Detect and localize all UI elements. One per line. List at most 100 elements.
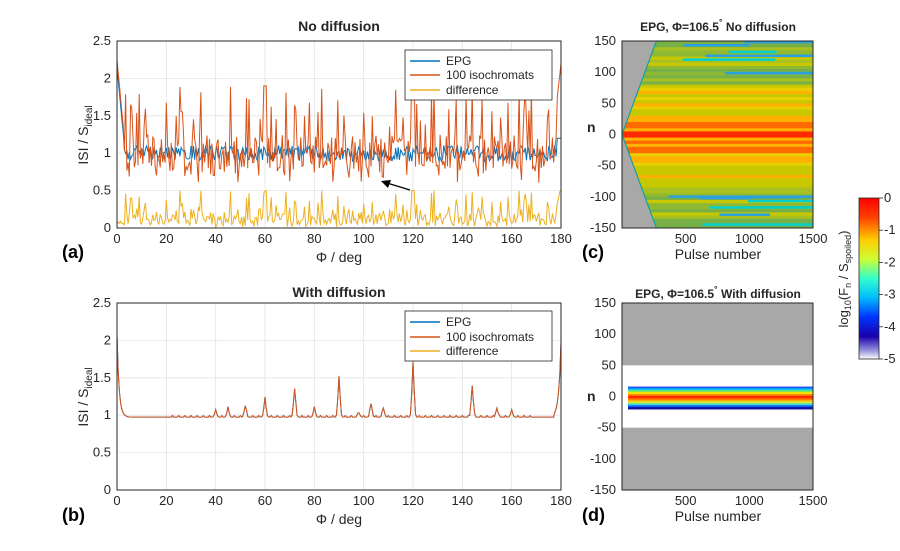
heatmap-band [622, 84, 813, 89]
heatmap-band [622, 59, 813, 64]
heatmap-band [622, 146, 813, 151]
x-tick-label: 20 [159, 231, 173, 246]
x-tick-label: 40 [208, 231, 222, 246]
heatmap-band [622, 171, 813, 176]
series-line-100-isochromats [116, 334, 562, 418]
colorbar-ticks: 0 -1 -2 -3 -4 -5 [879, 190, 896, 366]
y-tick-label: 2.5 [93, 33, 111, 48]
y-tick-label: 1.5 [93, 108, 111, 123]
panel-d-xlabel: Pulse number [675, 508, 762, 524]
heatmap-band [622, 87, 813, 92]
heatmap-band [622, 125, 813, 129]
panel-d-label: (d) [582, 505, 605, 525]
heatmap-band [622, 90, 813, 95]
panel-b: With diffusion 0 20 40 60 80 100 120 140 160 1800… [62, 284, 572, 527]
x-tick-label: 1000 [735, 493, 764, 508]
heatmap-band [622, 112, 813, 117]
colorbar-tick-label: -4 [884, 319, 896, 334]
y-tick-label: 0.5 [93, 183, 111, 198]
heatmap-band [622, 209, 813, 213]
heatmap-band [622, 150, 813, 154]
heatmap-band [622, 212, 813, 217]
y-tick-label: 150 [594, 33, 616, 48]
panel-a: No diffusion 0 20 40 60 80 100 120 140 160 180 0 0.… [62, 18, 572, 265]
heatmap-band [628, 401, 813, 404]
heatmap-band [622, 181, 813, 185]
heatmap-band [628, 386, 813, 389]
y-tick-label: 100 [594, 326, 616, 341]
y-tick-label: 100 [594, 64, 616, 79]
panel-c: EPG, Φ=106.5° No diffusion 500 1000 150015… [582, 17, 827, 262]
heatmap-band [622, 156, 813, 160]
legend-label-difference: difference [446, 344, 499, 358]
legend-label-isochromats: 100 isochromats [446, 330, 534, 344]
y-tick-label: 150 [594, 295, 616, 310]
y-tick-label: -150 [590, 220, 616, 235]
x-tick-label: 120 [402, 231, 424, 246]
panel-b-axes-box [116, 302, 562, 491]
heatmap-band [622, 162, 813, 167]
panel-a-title: No diffusion [298, 18, 380, 34]
heatmap-band [622, 184, 813, 188]
colorbar: 0 -1 -2 -3 -4 -5 log10(Fn / Sspoiled) [836, 190, 896, 366]
heatmap-band [622, 131, 813, 135]
heatmap-band [622, 153, 813, 157]
x-tick-label: 100 [353, 493, 375, 508]
panel-a-label: (a) [62, 242, 84, 262]
panel-a-ylabel: ISI / Sideal [75, 105, 95, 164]
y-tick-label: -100 [590, 451, 616, 466]
heatmap-bands [622, 41, 813, 228]
x-tick-label: 1500 [799, 231, 828, 246]
panel-b-legend-box [404, 310, 553, 362]
heatmap-streak [724, 71, 813, 75]
heatmap-band [628, 390, 813, 393]
heatmap-band [622, 137, 813, 142]
heatmap-band [622, 75, 813, 79]
x-tick-label: 120 [402, 493, 424, 508]
y-tick-label: 1 [104, 407, 111, 422]
heatmap-band [628, 392, 813, 395]
x-tick-label: 80 [307, 493, 321, 508]
heatmap-streak [709, 206, 813, 209]
heatmap-streak [744, 41, 813, 44]
heatmap-band [622, 65, 813, 70]
colorbar-tick-label: 0 [884, 190, 891, 205]
heatmap-band [622, 103, 813, 107]
panel-a-xlabel: Φ / deg [316, 249, 362, 265]
panel-a-axes-box [116, 40, 562, 229]
y-tick-label: 0 [104, 220, 111, 235]
heatmap-band [622, 97, 813, 101]
heatmap-edge-line [621, 134, 657, 229]
heatmap-band [622, 47, 813, 51]
panel-d-ylabel: n [587, 388, 596, 404]
heatmap-streak [702, 223, 813, 226]
panel-c-label: (c) [582, 242, 604, 262]
heatmap-band [628, 407, 813, 410]
x-tick-label: 180 [550, 493, 572, 508]
heatmap-band [622, 122, 813, 126]
panel-d: EPG, Φ=106.5° With diffusion 500 1000 1500… [582, 284, 827, 525]
x-tick-label: 80 [307, 231, 321, 246]
panel-a-ticks: 0 20 40 60 80 100 120 140 160 180 0 0.5 1 1.5 2 2.5 [93, 33, 572, 246]
panel-d-heatmap [622, 303, 813, 490]
legend-label-epg: EPG [446, 315, 471, 329]
heatmap-band [628, 405, 813, 408]
heatmap-band [622, 190, 813, 195]
heatmap-band [628, 395, 813, 399]
heatmap-edge-line [621, 40, 657, 135]
heatmap-band [622, 187, 813, 192]
heatmap-band [622, 69, 813, 73]
y-tick-label: 0 [609, 389, 616, 404]
x-tick-label: 180 [550, 231, 572, 246]
y-tick-label: -50 [597, 158, 616, 173]
y-tick-label: 0 [609, 127, 616, 142]
series-line-difference [116, 189, 562, 229]
panel-c-heatmap [621, 40, 813, 229]
panel-c-xlabel: Pulse number [675, 246, 762, 262]
heatmap-band [622, 215, 813, 220]
panel-b-label: (b) [62, 505, 85, 525]
colorbar-label: log10(Fn / Sspoiled) [836, 230, 853, 327]
heatmap-band [622, 62, 813, 67]
